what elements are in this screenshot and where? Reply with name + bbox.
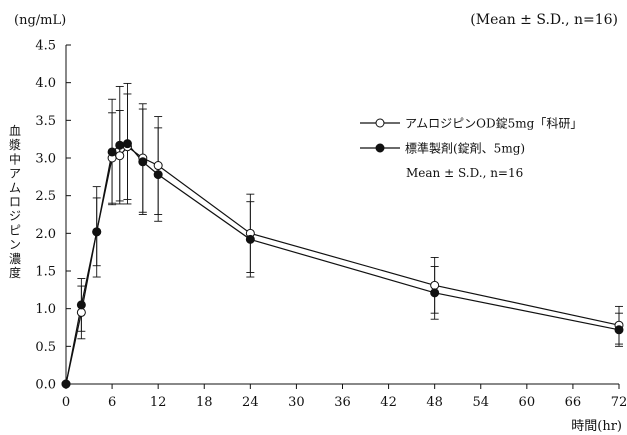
filled-circle-point [61,379,71,389]
y-axis-title: 血漿中アムロジピン濃度 [9,124,21,280]
x-tick-label: 30 [288,395,305,410]
open-circle-point [115,151,125,161]
legend-label-1: アムロジピンOD錠5mg「科研」 [405,116,582,131]
filled-circle-point [138,157,148,167]
x-tick-label: 12 [150,395,167,410]
y-tick-label: 1.5 [35,265,56,280]
legend-note: Mean ± S.D., n=16 [406,166,523,180]
y-tick-label: 3.0 [35,152,56,167]
series-lines [65,143,620,385]
y-tick-label: 4.0 [35,76,56,91]
y-axis-title-text: 血漿中アムロジピン濃度 [9,124,21,280]
y-tick-label: 0.0 [35,378,56,393]
x-tick-label: 48 [426,395,443,410]
x-tick-label: 54 [472,395,489,410]
legend: アムロジピンOD錠5mg「科研」標準製剤(錠剤、5mg) Mean ± S.D.,… [360,116,582,180]
data-markers [61,139,624,389]
x-tick-label: 24 [242,395,259,410]
legend-open-circle [375,118,385,128]
y-tick-label: 0.5 [35,340,56,355]
filled-circle-point [614,325,624,335]
filled-circle-point [153,170,163,180]
open-circle-point [430,280,440,290]
filled-circle-point [107,147,117,157]
x-tick-label: 18 [196,395,213,410]
legend-label-2: 標準製剤(錠剤、5mg) [405,141,525,156]
x-tick-label: 36 [334,395,351,410]
y-tick-label: 2.0 [35,227,56,242]
x-axis-title: 時間(hr) [571,419,622,434]
x-tick-label: 42 [380,395,397,410]
filled-circle-point [115,140,125,150]
corner-note: (Mean ± S.D., n=16) [470,12,618,28]
y-tick-label: 1.0 [35,302,56,317]
series-line-1 [65,145,620,385]
filled-circle-point [92,227,102,237]
y-unit-label: (ng/mL) [14,13,66,28]
open-circle-point [76,307,86,317]
y-tick-label: 2.5 [35,189,56,204]
x-tick-label: 72 [611,395,627,410]
axes: 0 6 12 18 24 30 36 42 48 54 60 66 72 0.0 0.5 1.0 1.5 2.0 2… [35,39,627,411]
x-tick-label: 60 [519,395,536,410]
x-tick-label: 6 [108,395,116,410]
y-tick-label: 3.5 [35,114,56,129]
y-tick-label: 4.5 [35,39,56,54]
x-tick-label: 0 [62,395,70,410]
x-tick-label: 66 [565,395,582,410]
filled-circle-point [245,234,255,244]
filled-circle-point [122,139,132,149]
filled-circle-point [430,288,440,298]
series-line-2 [65,143,620,385]
open-circle-point [153,161,163,171]
legend-filled-circle [375,143,385,153]
filled-circle-point [76,300,86,310]
